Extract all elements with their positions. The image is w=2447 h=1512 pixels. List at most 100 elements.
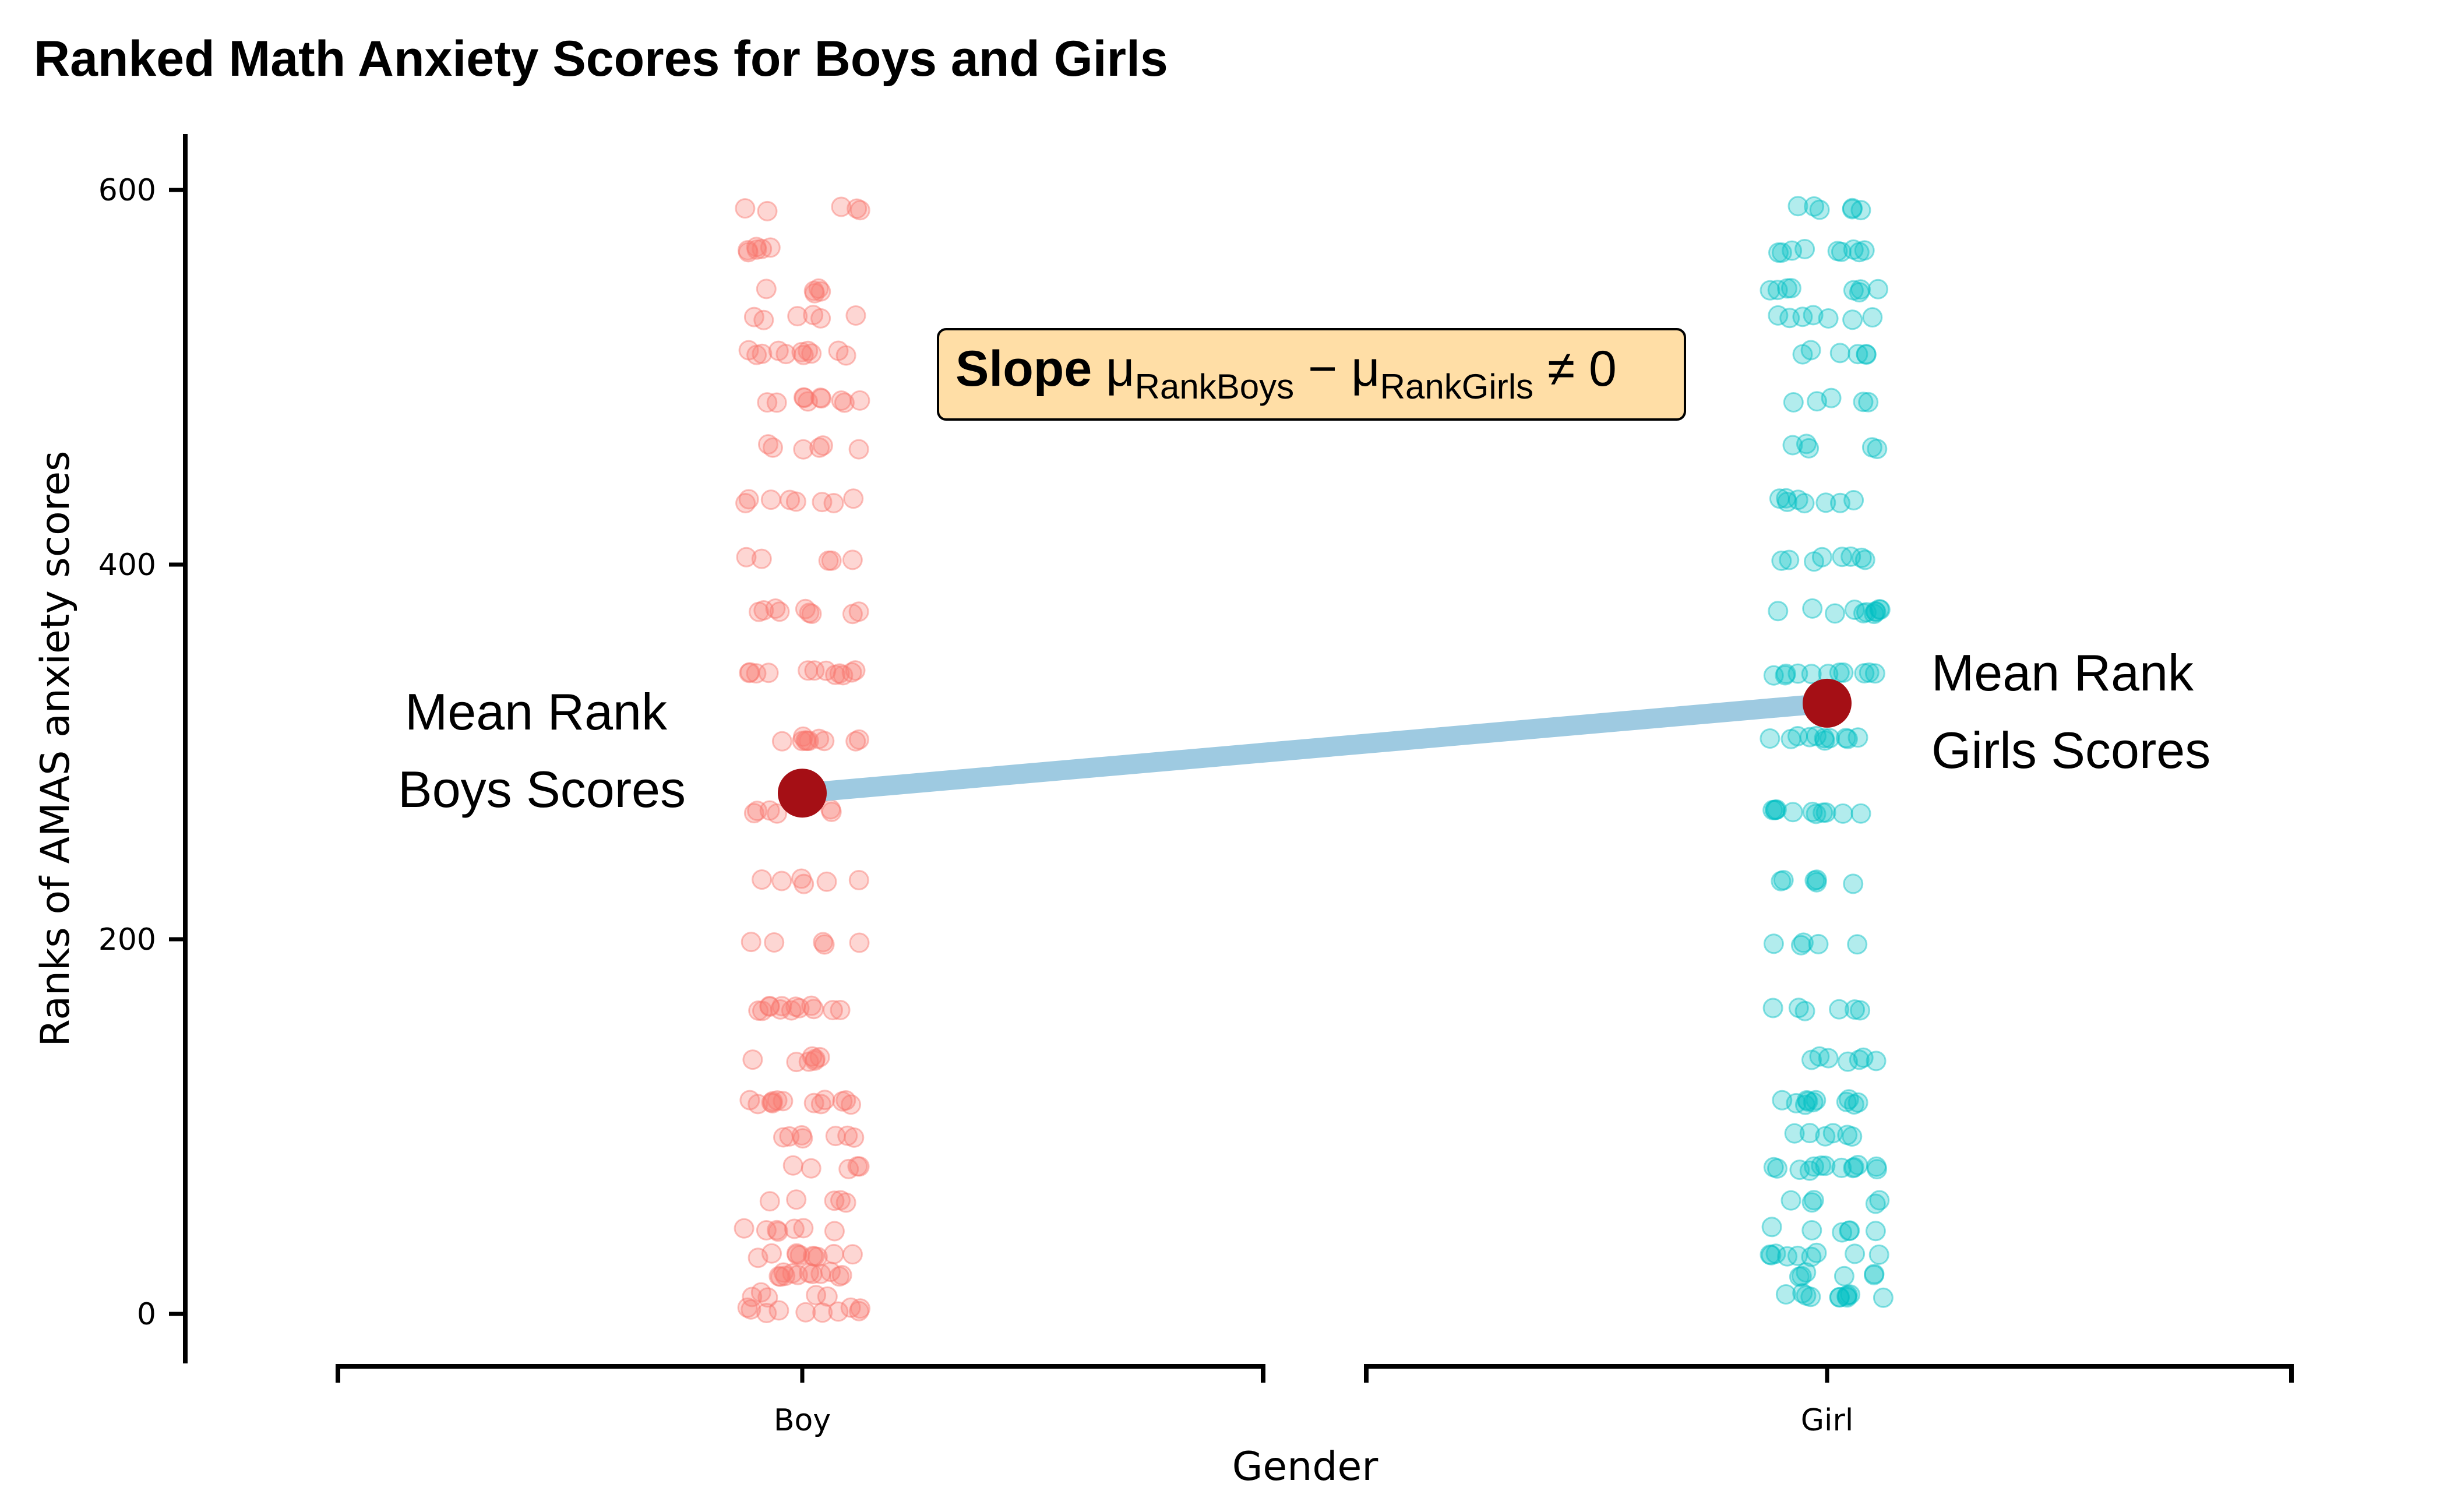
data-point-girl [1806,869,1827,890]
data-point-boy [821,550,842,571]
data-point-boy [738,340,759,361]
data-point-boy [828,1301,849,1322]
data-point-girl [1806,1242,1827,1263]
data-point-boy [738,489,759,510]
data-point-girl [1853,603,1874,623]
data-point-girl [1818,308,1839,329]
data-point-boy [739,1090,760,1111]
data-point-boy [743,306,764,327]
data-point-boy [798,731,819,751]
data-point-boy [768,1221,788,1242]
slope-sub-girls: RankGirls [1380,367,1533,406]
x-tick-label: Boy [774,1403,831,1438]
data-point-boy [736,547,757,568]
data-point-boy [815,1090,835,1111]
data-point-boy [784,1218,805,1239]
data-point-girl [1773,870,1794,890]
data-point-girl [1843,1158,1864,1179]
data-point-girl [1864,1264,1885,1284]
y-axis-ticks: 0 200 400 600 [98,173,185,1332]
data-point-boy [737,1297,758,1318]
data-point-boy [801,995,822,1016]
data-point-girl [1763,1157,1784,1178]
data-point-boy [775,1266,796,1287]
data-point-boy [758,434,778,455]
data-point-boy [803,280,824,301]
data-point-girl [1843,280,1864,301]
data-point-girl [1799,1123,1820,1144]
data-point-boy [752,869,773,890]
data-point-boy [824,1221,845,1242]
data-point-girl [1792,344,1813,365]
data-point-boy [842,1244,863,1265]
data-point-boy [794,387,815,408]
data-point-boy [760,237,781,258]
data-point-girl [1844,600,1865,620]
data-point-girl [1866,1156,1887,1177]
data-point-girl [1761,1245,1782,1266]
data-point-girl [1806,803,1827,824]
data-point-girl [1814,728,1835,749]
data-point-boy [825,1126,846,1147]
data-point-girl [1809,199,1830,220]
data-point-boy [785,491,806,512]
data-point-boy [765,598,786,619]
data-point-girl [1845,999,1866,1020]
points-girl-series [1760,196,1894,1308]
data-point-boy [809,437,830,458]
data-point-boy [844,1127,865,1148]
slope-annotation-box [937,328,1686,421]
data-point-girl [1851,547,1872,568]
data-point-boy [825,664,846,685]
annotation-boy-mean-line2: Boys Scores [398,760,686,818]
data-point-girl [1804,870,1825,891]
data-point-girl [1775,1284,1796,1305]
data-point-girl [1815,492,1836,513]
data-point-girl [1796,1262,1817,1283]
data-point-boy [742,1049,763,1070]
data-point-boy [823,493,844,513]
data-point-boy [838,1158,859,1179]
data-point-girl [1808,933,1829,954]
data-point-boy [804,660,825,681]
data-point-girl [1794,239,1815,259]
data-point-girl [1815,1126,1836,1147]
data-point-girl [1818,1048,1839,1069]
data-point-girl [1811,1155,1832,1176]
data-point-boy [810,308,831,329]
data-point-girl [1791,1266,1812,1287]
data-point-boy [734,1218,754,1239]
data-point-girl [1853,392,1874,413]
data-point-girl [1853,1047,1874,1068]
data-point-boy [801,343,822,364]
data-point-boy [798,340,819,361]
data-point-girl [1865,601,1886,622]
data-point-boy [771,996,792,1017]
data-point-boy [763,437,783,458]
data-point-girl [1867,1159,1888,1180]
data-point-girl [1803,305,1824,326]
data-point-girl [1760,280,1780,301]
data-point-boy [793,726,813,747]
slope-annotation-text: Slope μRankBoys − μRankGirls ≠ 0 [955,341,1617,406]
data-point-girl [1856,344,1877,365]
data-point-boy [847,198,868,219]
data-point-girl [1838,1051,1858,1072]
data-point-girl [1765,799,1786,820]
data-point-girl [1839,1221,1860,1242]
slope-minus: − μ [1294,341,1380,397]
data-point-boy [757,392,778,413]
data-point-girl [1854,663,1875,683]
data-point-boy [757,200,778,221]
data-point-boy [803,1092,824,1113]
data-point-boy [759,996,780,1017]
data-point-boy [746,239,767,260]
data-point-boy [795,730,816,751]
data-point-boy [829,663,850,684]
data-point-girl [1856,344,1877,365]
data-point-boy [787,1264,808,1285]
data-point-boy [835,1090,856,1111]
data-point-boy [771,731,792,752]
data-point-girl [1787,663,1808,684]
data-point-girl [1873,1287,1894,1308]
